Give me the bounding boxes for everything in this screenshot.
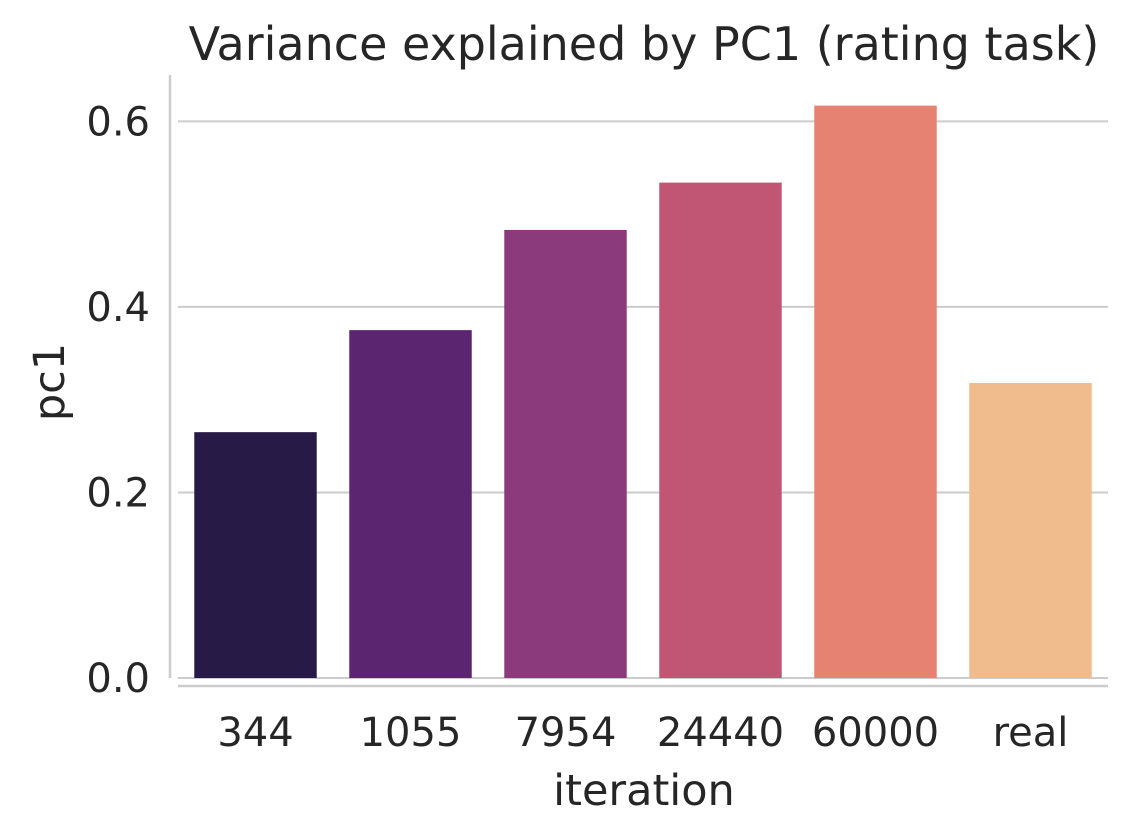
axis-spines	[168, 75, 1108, 688]
y-tick-label: 0.6	[86, 99, 150, 145]
x-tick-label: 1055	[360, 710, 462, 756]
bar-24440	[659, 182, 782, 678]
x-tick-label: real	[993, 710, 1069, 756]
y-tick-label: 0.2	[86, 470, 150, 516]
x-tick-label: 24440	[657, 710, 784, 756]
x-tick-labels: 344 1055 7954 24440 60000 real	[217, 710, 1068, 756]
grid-lines	[178, 120, 1108, 679]
bar-60000	[814, 105, 937, 679]
y-tick-label: 0.0	[86, 656, 150, 702]
bars	[194, 105, 1092, 679]
y-tick-labels: 0.0 0.2 0.4 0.6	[86, 99, 150, 702]
bar-1055	[349, 330, 472, 678]
x-axis-label: iteration	[553, 766, 735, 816]
bar-real	[969, 382, 1092, 678]
x-tick-label: 344	[217, 710, 293, 756]
y-tick-label: 0.4	[86, 285, 150, 331]
x-tick-label: 7954	[515, 710, 617, 756]
bar-344	[194, 432, 317, 678]
bar-7954	[504, 229, 627, 678]
x-tick-label: 60000	[812, 710, 939, 756]
chart-title: Variance explained by PC1 (rating task)	[189, 17, 1100, 71]
y-axis-label: pc1	[25, 343, 75, 421]
